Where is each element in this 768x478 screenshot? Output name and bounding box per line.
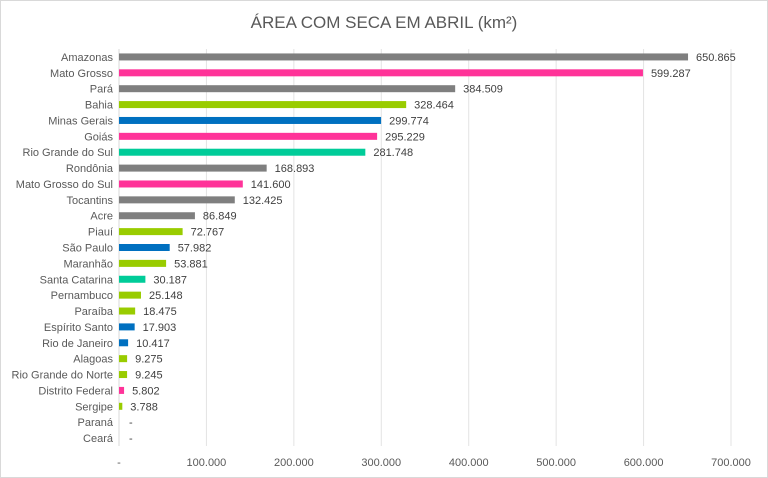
bar-acre bbox=[119, 212, 195, 220]
category-label: Acre bbox=[90, 211, 113, 223]
data-label: 72.767 bbox=[191, 227, 225, 239]
x-tick-label: 700.000 bbox=[711, 457, 751, 469]
category-label: Bahia bbox=[85, 100, 114, 112]
bar-sergipe bbox=[119, 402, 123, 410]
bar-alagoas bbox=[119, 355, 128, 363]
x-tick-label: 400.000 bbox=[449, 457, 489, 469]
data-label: 18.475 bbox=[143, 306, 177, 318]
bar-rondônia bbox=[119, 164, 267, 172]
bar-pernambuco bbox=[119, 291, 141, 299]
bar-paraíba bbox=[119, 307, 136, 315]
category-label: Espírito Santo bbox=[44, 322, 113, 334]
bar-bahia bbox=[119, 101, 407, 109]
data-label: 10.417 bbox=[136, 338, 170, 350]
data-label: 650.865 bbox=[696, 52, 736, 64]
x-tick-label: 600.000 bbox=[624, 457, 664, 469]
category-label: Minas Gerais bbox=[48, 115, 113, 127]
bar-minas-gerais bbox=[119, 116, 382, 124]
chart-title: ÁREA COM SECA EM ABRIL (km²) bbox=[251, 13, 518, 32]
category-label: Ceará bbox=[83, 433, 114, 445]
data-label: 3.788 bbox=[130, 401, 158, 413]
data-label: 299.774 bbox=[389, 115, 429, 127]
bar-espírito-santo bbox=[119, 323, 135, 331]
x-tick-label: - bbox=[117, 457, 121, 469]
x-tick-label: 200.000 bbox=[274, 457, 314, 469]
data-label: 141.600 bbox=[251, 179, 291, 191]
category-label: Piauí bbox=[88, 227, 113, 239]
data-label: 57.982 bbox=[178, 243, 212, 255]
bar-piauí bbox=[119, 228, 183, 236]
category-label: Mato Grosso bbox=[50, 68, 113, 80]
category-label: Paraíba bbox=[74, 306, 113, 318]
data-label: 599.287 bbox=[651, 68, 691, 80]
category-label: Rio de Janeiro bbox=[42, 338, 113, 350]
data-label: 168.893 bbox=[275, 163, 315, 175]
category-label: Maranhão bbox=[63, 258, 113, 270]
category-label: Distrito Federal bbox=[38, 385, 113, 397]
data-label: - bbox=[129, 433, 133, 445]
bar-amazonas bbox=[119, 53, 689, 61]
data-label: 281.748 bbox=[373, 147, 413, 159]
category-label: Santa Catarina bbox=[40, 274, 114, 286]
bar-santa-catarina bbox=[119, 275, 146, 283]
category-label: Sergipe bbox=[75, 401, 113, 413]
bar-distrito-federal bbox=[119, 386, 125, 394]
data-label: 86.849 bbox=[203, 211, 237, 223]
data-label: 5.802 bbox=[132, 385, 160, 397]
category-label: Paraná bbox=[78, 417, 114, 429]
bar-maranhão bbox=[119, 259, 167, 267]
bar-são-paulo bbox=[119, 244, 170, 251]
data-label: 9.245 bbox=[135, 370, 163, 382]
bar-tocantins bbox=[119, 196, 235, 204]
bar-goiás bbox=[119, 132, 378, 140]
data-label: 25.148 bbox=[149, 290, 183, 302]
data-label: 30.187 bbox=[153, 274, 187, 286]
data-label: 328.464 bbox=[414, 100, 454, 112]
bar-rio-de-janeiro bbox=[119, 339, 129, 347]
bar-rio-grande-do-norte bbox=[119, 371, 128, 379]
category-label: Pernambuco bbox=[51, 290, 113, 302]
bar-mato-grosso-do-sul bbox=[119, 180, 243, 188]
category-label: Rondônia bbox=[66, 163, 114, 175]
category-label: São Paulo bbox=[62, 243, 113, 255]
bar-mato-grosso bbox=[119, 69, 643, 77]
data-label: - bbox=[129, 417, 133, 429]
category-label: Tocantins bbox=[67, 195, 114, 207]
data-label: 384.509 bbox=[463, 84, 503, 96]
data-label: 9.275 bbox=[135, 354, 163, 366]
category-label: Pará bbox=[90, 84, 114, 96]
data-label: 53.881 bbox=[174, 258, 208, 270]
category-label: Amazonas bbox=[61, 52, 113, 64]
bar-pará bbox=[119, 85, 456, 93]
x-tick-label: 300.000 bbox=[361, 457, 401, 469]
category-label: Mato Grosso do Sul bbox=[16, 179, 113, 191]
data-label: 132.425 bbox=[243, 195, 283, 207]
bar-rio-grande-do-sul bbox=[119, 148, 366, 156]
category-label: Alagoas bbox=[73, 354, 113, 366]
category-label: Goiás bbox=[84, 131, 113, 143]
category-label: Rio Grande do Norte bbox=[12, 370, 114, 382]
x-tick-label: 100.000 bbox=[187, 457, 227, 469]
data-label: 295.229 bbox=[385, 131, 425, 143]
data-label: 17.903 bbox=[143, 322, 177, 334]
category-label: Rio Grande do Sul bbox=[23, 147, 114, 159]
x-tick-label: 500.000 bbox=[536, 457, 576, 469]
